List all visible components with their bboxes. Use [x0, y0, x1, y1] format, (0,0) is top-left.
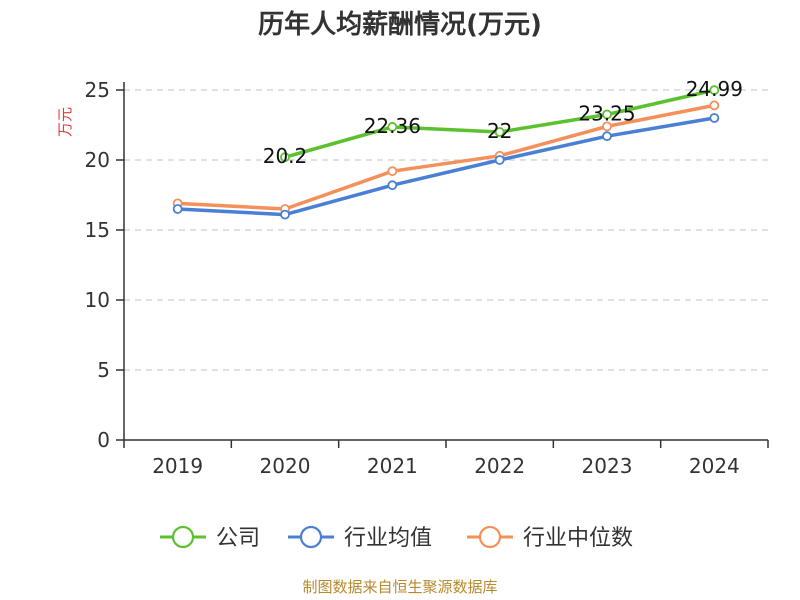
series-line: [177, 103, 715, 211]
legend-marker: [299, 525, 323, 549]
source-note: 制图数据来自恒生聚源数据库: [302, 578, 497, 596]
data-point[interactable]: [709, 113, 720, 123]
y-tick-label: 20: [85, 148, 110, 172]
data-label: 20.2: [263, 144, 308, 168]
legend-marker: [478, 525, 502, 549]
legend-label: 公司: [216, 526, 260, 551]
data-point[interactable]: [387, 122, 398, 132]
y-axis-label: 万元: [56, 107, 74, 137]
x-tick-label: 2023: [582, 454, 633, 478]
x-tick-label: 2020: [260, 454, 311, 478]
data-point[interactable]: [709, 85, 720, 96]
data-point[interactable]: [602, 131, 612, 142]
data-point[interactable]: [387, 166, 398, 177]
data-point[interactable]: [602, 109, 612, 120]
grid-lines: [124, 89, 768, 371]
x-tick-label: 2021: [367, 454, 418, 478]
data-point[interactable]: [709, 100, 720, 111]
chart-title: 历年人均薪酬情况(万元): [258, 9, 542, 40]
data-label: 22.36: [364, 114, 421, 138]
legend-label: 行业中位数: [523, 526, 633, 551]
data-point[interactable]: [494, 155, 505, 165]
series-line: [177, 116, 715, 217]
y-tick-label: 5: [97, 358, 110, 382]
data-point[interactable]: [387, 180, 398, 191]
data-label: 24.99: [686, 77, 743, 101]
legend-item[interactable]: 公司: [160, 525, 260, 551]
x-tick-label: 2024: [689, 454, 740, 478]
data-point[interactable]: [172, 204, 183, 214]
x-tick-label: 2019: [152, 454, 203, 478]
axes: 0 5 10 15 20 25 2019 2020 2021 2022 2023 2024: [85, 78, 769, 478]
legend-item[interactable]: 行业均值: [288, 525, 432, 551]
legend-marker: [171, 525, 195, 549]
data-point[interactable]: [494, 127, 505, 137]
legend[interactable]: 公司 行业均值 行业中位数: [160, 525, 633, 551]
x-tick-label: 2022: [474, 454, 525, 478]
legend-item[interactable]: 行业中位数: [467, 525, 633, 551]
data-label: 23.25: [578, 102, 635, 126]
data-labels: 20.2 22.36 22 23.25 24.99: [263, 77, 743, 168]
series-layer: [172, 85, 720, 220]
y-tick-label: 10: [85, 288, 110, 312]
y-tick-label: 25: [85, 78, 110, 102]
y-tick-label: 0: [97, 428, 110, 452]
data-label: 22: [487, 119, 512, 143]
legend-label: 行业均值: [344, 526, 432, 551]
y-tick-label: 15: [85, 218, 110, 242]
data-point[interactable]: [280, 152, 290, 163]
data-point[interactable]: [280, 209, 290, 220]
data-point[interactable]: [602, 121, 612, 132]
